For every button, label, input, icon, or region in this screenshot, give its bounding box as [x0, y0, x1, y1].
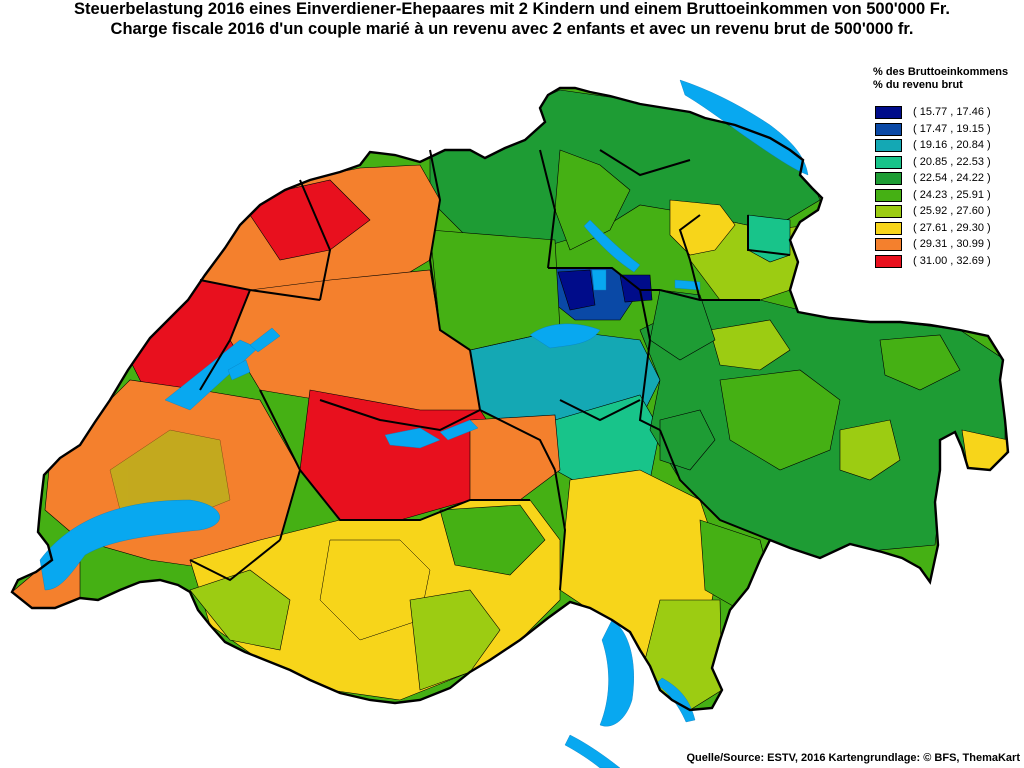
legend-title-german: % des Bruttoeinkommens — [873, 66, 1009, 78]
region-engadin — [839, 419, 901, 481]
region-oberhasli — [469, 414, 561, 501]
border-zug-schwyz — [548, 267, 660, 291]
region-goms — [439, 504, 546, 576]
region-jura — [239, 179, 371, 261]
region-praettigau — [709, 319, 791, 371]
legend-swatch — [875, 139, 902, 152]
border-st-gallen-south — [659, 289, 760, 301]
tax-regions — [12, 89, 1008, 710]
legend-swatch — [875, 188, 902, 202]
border-jura — [299, 179, 332, 301]
border-zurich-aargau — [539, 149, 557, 269]
legend-label: ( 17.47 , 19.15 ) — [913, 122, 991, 135]
source-credit: Quelle/Source: ESTV, 2016 Kartengrundlag… — [686, 752, 1020, 764]
border-bern-valais — [299, 469, 530, 521]
lake-lugano — [655, 677, 696, 723]
legend-label: ( 25.92 , 27.60 ) — [913, 205, 991, 217]
legend-label: ( 20.85 , 22.53 ) — [913, 155, 991, 168]
legend-label: ( 31.00 , 32.69 ) — [913, 254, 991, 267]
border-schwyz-glarus — [638, 289, 661, 431]
border-uri-ticino — [554, 469, 567, 591]
lake-maggiore — [599, 619, 634, 727]
map-title-french: Charge fiscale 2016 d'un couple marié à … — [110, 20, 914, 38]
canton-borders — [189, 149, 791, 591]
lake-biel — [249, 327, 281, 353]
lake-zurich — [583, 219, 641, 273]
region-valais-east — [409, 589, 501, 691]
legend-title-french: % du revenu brut — [873, 79, 963, 91]
lake-murten — [227, 359, 251, 381]
legend-label: ( 15.77 , 17.46 ) — [913, 106, 991, 118]
border-graubuenden-west — [659, 429, 771, 541]
legend-swatch — [875, 238, 902, 251]
legend-swatch — [875, 122, 902, 136]
lake-thun — [384, 427, 441, 449]
border-lucerne-bern — [469, 349, 556, 471]
border-appenzell — [747, 215, 791, 256]
legend-label: ( 24.23 , 25.91 ) — [913, 188, 991, 201]
legend-swatch — [875, 155, 902, 169]
lake-walensee — [674, 279, 701, 291]
legend-label: ( 22.54 , 24.22 ) — [913, 172, 991, 184]
region-valais-west — [189, 569, 291, 651]
border-vaud-valais — [189, 539, 281, 582]
lake-lucerne — [529, 323, 601, 349]
region-surselva — [659, 409, 716, 471]
region-toggenburg — [669, 199, 736, 256]
legend-label: ( 19.16 , 20.84 ) — [913, 139, 991, 151]
legend-swatch — [875, 205, 902, 218]
region-graubuenden-central — [719, 369, 841, 471]
lake-brienz — [439, 419, 479, 441]
legend-label: ( 27.61 , 29.30 ) — [913, 221, 991, 234]
legend-swatch — [875, 172, 902, 185]
legend-swatch — [875, 106, 902, 119]
border-thurgau — [599, 149, 691, 177]
legend-swatch — [875, 221, 902, 235]
region-zug-core — [557, 269, 596, 311]
legend-swatch — [875, 254, 902, 268]
border-bern-oberland — [319, 399, 481, 432]
lake-zug — [591, 269, 607, 291]
border-st-gallen-west — [678, 214, 701, 301]
border-obwalden — [559, 399, 641, 422]
region-lugano — [644, 599, 723, 710]
map-title-german: Steuerbelastung 2016 eines Einverdiener-… — [74, 0, 950, 18]
region-unterengadin — [879, 334, 961, 391]
border-vaud-fribourg — [199, 289, 251, 391]
border-aargau — [428, 149, 471, 351]
region-glarus — [649, 289, 716, 361]
lake-como — [564, 734, 621, 768]
lake-geneva — [39, 499, 220, 591]
legend-label: ( 29.31 , 30.99 ) — [913, 238, 991, 250]
